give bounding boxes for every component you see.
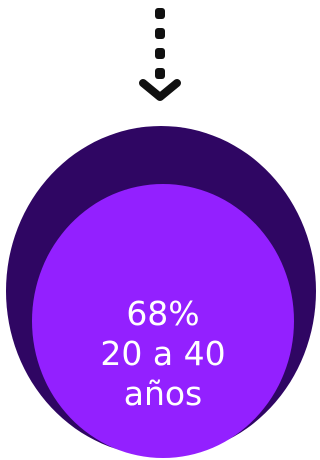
range-text: 20 a 40	[100, 334, 226, 373]
dashed-down-arrow-icon	[139, 8, 181, 101]
percent-text: 68%	[126, 294, 200, 333]
unit-text: años	[123, 374, 203, 413]
inner-circle	[32, 184, 294, 458]
circle-label: 68% 20 a 40 años	[32, 294, 294, 414]
